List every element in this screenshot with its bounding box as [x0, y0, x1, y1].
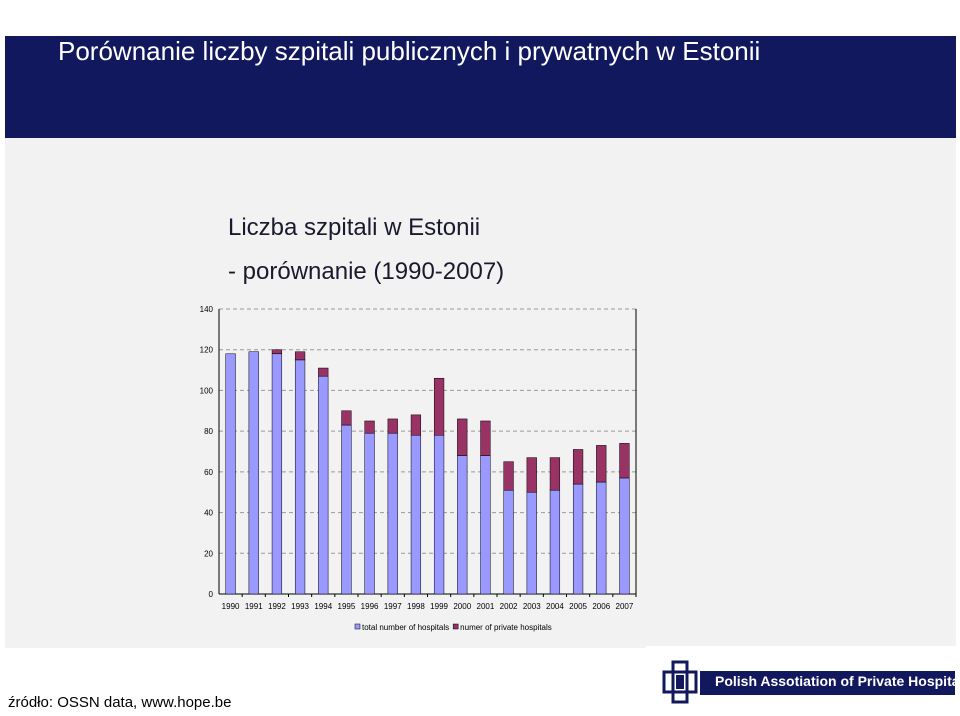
title-banner	[5, 36, 956, 138]
y-tick-label-60: 60	[204, 468, 213, 477]
bar-total-2005	[572, 483, 584, 595]
x-tick-label-1997: 1997	[384, 602, 402, 611]
bar-private-2004	[549, 457, 561, 491]
bar-total-2001	[480, 455, 491, 595]
bar-private-2001	[480, 420, 491, 456]
legend-swatch-private	[452, 623, 459, 630]
x-tick-label-2004: 2004	[546, 602, 564, 611]
bar-private-2006	[596, 445, 607, 483]
x-tick-label-2007: 2007	[616, 602, 634, 611]
bar-private-2002	[503, 461, 514, 491]
bar-total-2002	[503, 489, 514, 595]
bar-total-1995	[341, 424, 352, 595]
x-tick-label-1991: 1991	[245, 602, 263, 611]
y-tick-label-40: 40	[204, 509, 213, 518]
x-tick-label-2005: 2005	[569, 602, 587, 611]
y-tick-label-0: 0	[209, 590, 214, 599]
x-tick-label-2006: 2006	[592, 602, 610, 611]
bar-private-2003	[526, 457, 537, 493]
x-tick-label-1993: 1993	[291, 602, 309, 611]
chart-title: Liczba szpitali w Estonii - porównanie (…	[228, 206, 504, 294]
bar-total-1992	[271, 353, 283, 595]
y-tick-label-80: 80	[204, 427, 213, 436]
slide-title: Porównanie liczby szpitali publicznych i…	[58, 36, 761, 66]
bar-total-1999	[433, 434, 445, 595]
x-tick-label-1998: 1998	[407, 602, 425, 611]
x-tick-label-2000: 2000	[453, 602, 471, 611]
bar-total-1990	[225, 353, 236, 595]
bar-total-1996	[364, 432, 375, 595]
hospital-cross-logo-icon	[662, 660, 698, 704]
bar-total-1994	[318, 375, 329, 595]
x-tick-label-2002: 2002	[500, 602, 518, 611]
x-tick-label-1996: 1996	[361, 602, 379, 611]
y-tick-label-100: 100	[200, 386, 214, 395]
bar-total-1998	[410, 434, 422, 595]
chart-title-line-2: - porównanie (1990-2007)	[228, 258, 505, 285]
x-tick-label-1992: 1992	[268, 602, 286, 611]
bar-private-1992	[271, 349, 283, 355]
legend-swatch-total	[354, 623, 361, 630]
legend-label-total: total number of hospitals	[362, 623, 449, 632]
bar-total-1997	[387, 432, 398, 595]
bar-private-2000	[457, 418, 468, 456]
x-tick-label-1995: 1995	[338, 602, 356, 611]
bar-total-2003	[526, 491, 537, 595]
y-tick-label-140: 140	[200, 305, 214, 314]
chart-title-line-1: Liczba szpitali w Estonii	[228, 214, 481, 241]
bar-total-1993	[294, 359, 306, 595]
bar-private-1997	[387, 418, 398, 434]
x-tick-label-1990: 1990	[222, 602, 240, 611]
bar-total-2006	[596, 481, 607, 595]
y-tick-label-20: 20	[204, 549, 213, 558]
bar-private-2005	[572, 449, 584, 485]
bar-total-2004	[549, 489, 561, 595]
bar-total-1991	[248, 351, 259, 595]
bar-private-1998	[410, 414, 422, 436]
x-tick-label-1994: 1994	[314, 602, 332, 611]
bar-total-2007	[619, 477, 630, 595]
x-tick-label-1999: 1999	[430, 602, 448, 611]
bar-private-1994	[318, 367, 329, 377]
source-note: źródło: OSSN data, www.hope.be	[8, 694, 232, 711]
bar-private-1996	[364, 420, 375, 434]
y-tick-label-120: 120	[200, 346, 214, 355]
legend-label-private: numer of private hospitals	[460, 623, 552, 632]
bar-private-1999	[433, 377, 445, 436]
bar-private-1995	[341, 410, 352, 426]
bar-total-2000	[457, 455, 468, 595]
logo-text: Polish Assotiation of Private Hospitals	[715, 673, 960, 689]
logo-banner	[700, 671, 955, 695]
x-tick-label-2001: 2001	[477, 602, 495, 611]
bar-private-2007	[619, 443, 630, 479]
x-tick-label-2003: 2003	[523, 602, 541, 611]
bar-private-1993	[294, 351, 306, 361]
